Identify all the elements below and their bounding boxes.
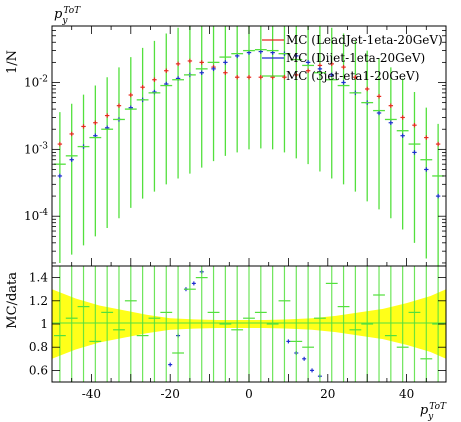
main-title: pyToT	[54, 6, 81, 26]
main-errorbars	[59, 26, 439, 266]
ratio-xtick-label: 40	[399, 387, 414, 401]
legend-label-threejet: MC (3jet-eta1-20GeV)	[286, 69, 419, 83]
main-x-ticks	[51, 26, 447, 266]
ratio-ytick-label: 1.2	[29, 294, 48, 308]
main-ytick-label: 10-2	[24, 74, 48, 89]
ratio-xtick-label: 0	[245, 387, 253, 401]
main-data-points	[53, 48, 445, 199]
ratio-ylabel: MC/data	[5, 272, 20, 329]
main-panel: 10-2 10-3 10-4 pyToT 1/N MC (LeadJet-1eta-…	[5, 6, 447, 267]
ratio-xtick-label: -40	[82, 387, 101, 401]
ratio-xlabel-sup: ToT	[429, 402, 447, 412]
ratio-ytick-label: 1.4	[29, 271, 48, 285]
ratio-xtick-label: -20	[161, 387, 180, 401]
main-title-sub: y	[61, 16, 68, 26]
main-ytick-label: 10-3	[24, 141, 48, 156]
main-y-ticks: 10-2 10-3 10-4	[24, 25, 446, 264]
ratio-y-ticks: 0.6 0.8 1 1.2 1.4	[29, 271, 446, 377]
ratio-panel: 0.6 0.8 1 1.2 1.4 -40 -20 0 20 40 MC/data pyToT	[5, 265, 447, 422]
ratio-ytick-label: 1	[40, 317, 48, 331]
ratio-ytick-label: 0.8	[29, 340, 48, 354]
main-title-base: p	[54, 7, 63, 22]
main-title-sup: ToT	[63, 6, 81, 16]
ratio-xlabel: pyToT	[420, 402, 447, 422]
main-ytick-label: 10-4	[24, 208, 48, 223]
ratio-xlabel-sub: y	[427, 412, 434, 422]
ratio-xlabel-base: p	[420, 403, 429, 418]
legend-label-dijet: MC (Dijet-1eta-20GeV)	[286, 51, 425, 65]
ratio-x-ticks: -40 -20 0 20 40	[51, 374, 447, 401]
legend: MC (LeadJet-1eta-20GeV) MC (Dijet-1eta-2…	[262, 33, 443, 83]
ratio-ytick-label: 0.6	[29, 363, 48, 377]
main-ylabel: 1/N	[5, 50, 20, 74]
legend-label-lead: MC (LeadJet-1eta-20GeV)	[286, 33, 443, 47]
ratio-xtick-label: 20	[320, 387, 335, 401]
